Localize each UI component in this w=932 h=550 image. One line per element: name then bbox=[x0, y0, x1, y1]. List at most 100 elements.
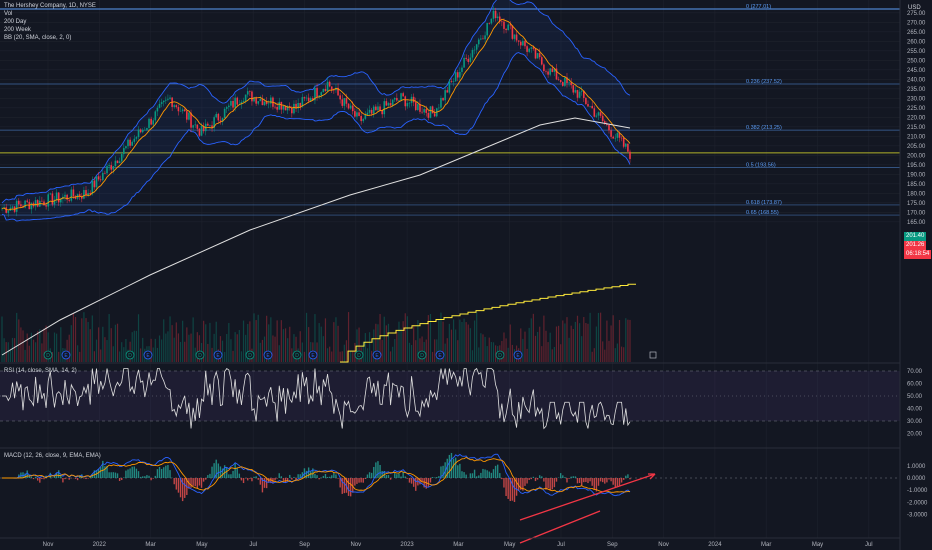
volume-bar bbox=[173, 337, 175, 362]
macd-label[interactable]: MACD (12, 26, close, 9, EMA, EMA) bbox=[4, 453, 101, 459]
indicator-200-day[interactable]: 200 Day bbox=[4, 19, 27, 25]
candle-body bbox=[20, 204, 22, 207]
chart-title: The Hershey Company, 1D, NYSE bbox=[4, 3, 96, 9]
candle-body bbox=[83, 190, 85, 199]
candle-body bbox=[169, 97, 171, 99]
volume-bar bbox=[274, 336, 276, 362]
volume-bar bbox=[125, 338, 127, 362]
macd-histogram-bar bbox=[551, 478, 553, 490]
macd-histogram-bar bbox=[385, 475, 388, 478]
price-axis[interactable]: 275.00 270.00 265.00 260.00 255.00 250.00 245.… bbox=[899, 0, 926, 550]
volume-bar bbox=[612, 315, 614, 362]
candle-body bbox=[591, 106, 593, 109]
indicator-200-week[interactable]: 200 Week bbox=[4, 27, 31, 33]
volume-bar bbox=[77, 345, 79, 362]
volume-bar bbox=[568, 337, 570, 362]
price-tick-label: 185.00 bbox=[907, 182, 926, 188]
currency-label[interactable]: USD bbox=[908, 5, 921, 11]
volume-bar bbox=[337, 325, 339, 362]
macd-histogram-bar bbox=[152, 478, 154, 479]
candle-body bbox=[219, 120, 222, 122]
volume-bar bbox=[270, 317, 272, 362]
indicator-vol[interactable]: Vol bbox=[4, 11, 13, 17]
volume-bar bbox=[253, 313, 255, 362]
time-axis[interactable]: Nov 2022 Mar May Jul Sep Nov 2023 Mar May Jul Sep No… bbox=[0, 537, 900, 548]
candle-body bbox=[545, 70, 547, 72]
volume-bar bbox=[3, 338, 5, 362]
volume-bar bbox=[570, 325, 572, 362]
volume-bar bbox=[421, 336, 423, 362]
candle-body bbox=[341, 99, 344, 106]
candle-body bbox=[538, 53, 541, 58]
candle-body bbox=[194, 124, 197, 126]
volume-bar bbox=[18, 319, 20, 362]
volume-bar bbox=[520, 328, 522, 362]
candle-body bbox=[391, 99, 394, 106]
volume-bar bbox=[316, 342, 318, 362]
candle-body bbox=[366, 112, 369, 115]
volume-bar bbox=[415, 340, 417, 362]
signal-line bbox=[2, 456, 631, 493]
bid-price-tag: 201.26 bbox=[904, 241, 927, 250]
candle-body bbox=[454, 72, 457, 82]
volume-bar bbox=[11, 337, 14, 362]
volume-bar bbox=[425, 339, 427, 362]
macd-histogram-bar bbox=[381, 470, 383, 478]
macd-histogram-bar bbox=[118, 478, 121, 482]
macd-histogram-bar bbox=[373, 466, 375, 478]
macd-histogram-bar bbox=[387, 474, 390, 478]
volume-bar bbox=[524, 331, 526, 362]
candle-body bbox=[356, 112, 358, 117]
rsi-label[interactable]: RSI (14, close, SMA, 14, 2) bbox=[4, 368, 77, 374]
macd-histogram-bar bbox=[608, 478, 610, 480]
volume-bar bbox=[182, 320, 184, 362]
candle-body bbox=[608, 124, 610, 131]
macd-histogram-bar bbox=[480, 472, 482, 478]
countdown-tag: 06:18:54 bbox=[904, 250, 932, 259]
time-tick-label: Nov bbox=[350, 542, 361, 548]
fib-label: 0.65 (168.55) bbox=[746, 210, 779, 216]
volume-bar bbox=[486, 346, 488, 362]
event-marker-label: D bbox=[198, 353, 202, 359]
candle-body bbox=[261, 98, 264, 106]
candle-body bbox=[488, 23, 491, 24]
volume-bar bbox=[398, 321, 400, 362]
candle-body bbox=[442, 97, 444, 101]
candle-body bbox=[146, 127, 148, 130]
price-tick-label: 175.00 bbox=[907, 201, 926, 207]
macd-pane[interactable]: 1.0000 0.0000 -1.0000 -2.0000 -3.0000 bbox=[0, 447, 928, 544]
rsi-pane[interactable]: 70.00 60.00 50.00 40.00 30.00 20.00 bbox=[0, 362, 923, 438]
volume-bar bbox=[469, 328, 471, 362]
time-tick-label: 2023 bbox=[400, 542, 414, 548]
volume-bar bbox=[60, 327, 62, 362]
macd-histogram-bar bbox=[106, 465, 108, 478]
volume-bar bbox=[295, 336, 297, 362]
candle-body bbox=[200, 125, 203, 136]
volume-bar bbox=[318, 323, 320, 362]
macd-tick-label: 1.0000 bbox=[907, 464, 926, 470]
volume-bar bbox=[39, 329, 41, 362]
volume-bar bbox=[473, 320, 476, 362]
macd-histogram-bar bbox=[127, 469, 129, 478]
candle-body bbox=[549, 68, 551, 75]
macd-histogram-bar bbox=[454, 457, 457, 478]
macd-histogram-bar bbox=[322, 475, 325, 478]
candle-body bbox=[102, 172, 104, 181]
macd-histogram-bar bbox=[339, 478, 341, 488]
macd-histogram-bar bbox=[123, 477, 125, 478]
macd-histogram-bar bbox=[532, 476, 535, 478]
volume-bar bbox=[578, 323, 581, 362]
volume-bar bbox=[417, 320, 419, 362]
macd-histogram-bar bbox=[591, 478, 593, 486]
volume-bar bbox=[320, 326, 322, 362]
macd-histogram-bar bbox=[247, 478, 249, 481]
price-tick-label: 205.00 bbox=[907, 144, 926, 150]
candle-body bbox=[66, 194, 68, 200]
event-marker-label: E bbox=[146, 353, 150, 359]
candle-body bbox=[230, 100, 232, 106]
macd-histogram-bar bbox=[377, 461, 379, 478]
indicator-bb[interactable]: BB (20, SMA, close, 2, 0) bbox=[4, 35, 72, 41]
macd-histogram-bar bbox=[606, 478, 608, 483]
